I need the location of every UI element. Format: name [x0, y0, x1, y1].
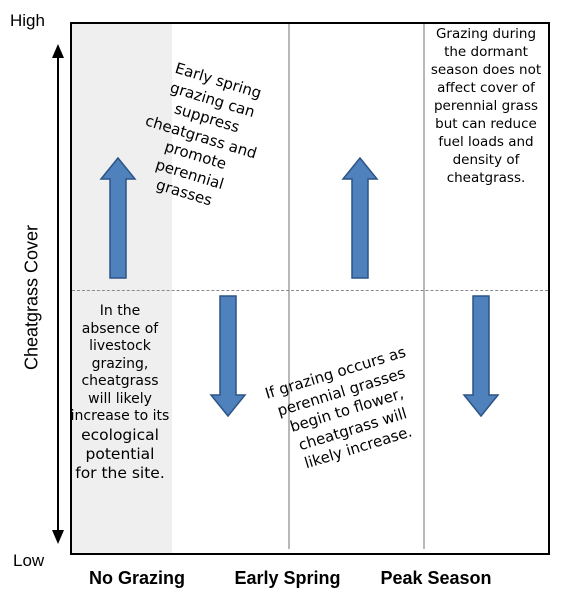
note-line: In the [99, 303, 141, 319]
dormant-down-arrow [462, 295, 500, 418]
note-line: cheatgrass. [446, 169, 526, 186]
y-axis-low-label: Low [13, 551, 45, 570]
early-spring-down-arrow [209, 295, 247, 418]
no-grazing-up-arrow [99, 156, 137, 279]
divider-line-2 [423, 24, 425, 549]
note-line: grazing, [91, 355, 149, 372]
y-axis-high-label: High [10, 11, 45, 30]
divider-line-1 [288, 24, 290, 549]
note-line: density of [452, 151, 520, 168]
note-line: but can reduce [435, 115, 537, 132]
note-line: season does not [430, 61, 542, 78]
dormant-season-note: Grazing during the dormant season does n… [424, 26, 548, 188]
note-line: fuel loads and [438, 133, 534, 150]
note-line: absence of [81, 320, 159, 337]
no-grazing-shaded-column [72, 24, 172, 553]
note-line: Grazing during [435, 26, 537, 42]
note-line: will likely [88, 390, 152, 407]
y-axis-double-arrow [52, 44, 64, 544]
note-line: perennial grass [433, 97, 539, 114]
note-line: affect cover of [437, 79, 535, 96]
category-no-grazing: No Grazing [88, 568, 185, 588]
y-axis-title: Cheatgrass Cover [21, 224, 42, 371]
category-early-spring: Early Spring [234, 568, 341, 588]
note-line: ecological [81, 425, 159, 444]
midline-dashed [72, 290, 548, 291]
note-line: the dormant [444, 43, 528, 60]
note-line: for the site. [75, 464, 165, 483]
note-line: cheatgrass [81, 373, 159, 389]
note-line: increase to its [70, 408, 170, 424]
peak-season-up-arrow [341, 156, 379, 279]
category-peak-season: Peak Season [380, 568, 492, 588]
note-line: livestock [89, 338, 151, 354]
note-line: potential [85, 444, 155, 463]
no-grazing-note: In the absence of livestock grazing, che… [70, 303, 170, 484]
diagram-frame [70, 22, 550, 555]
